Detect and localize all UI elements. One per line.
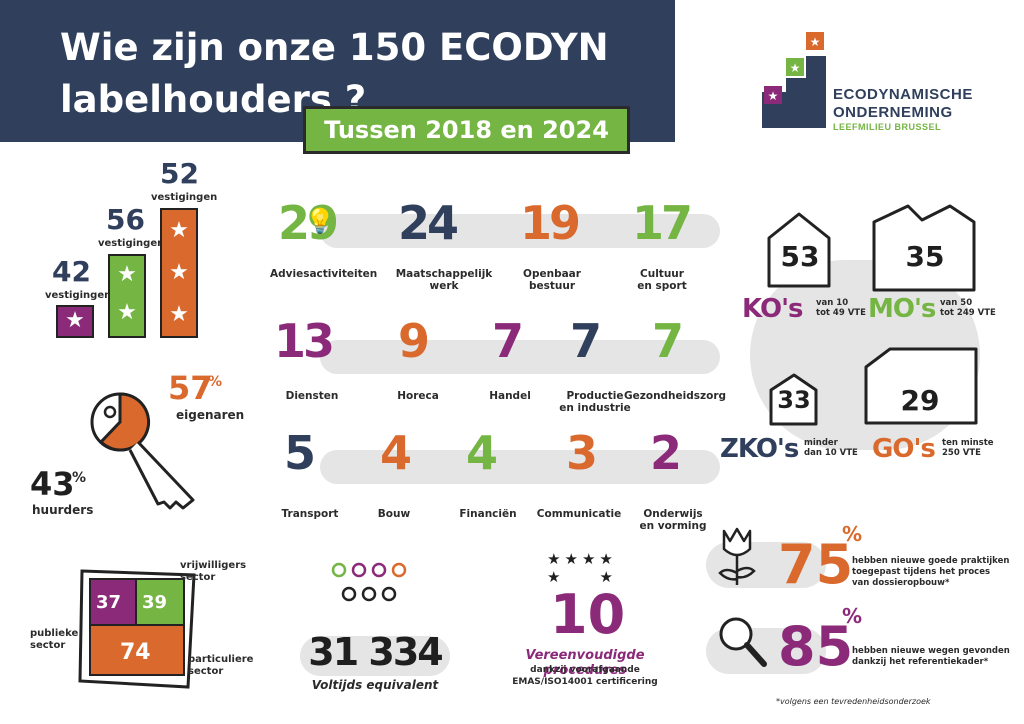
bar-label-2: vestigingen (98, 238, 165, 249)
large-building-icon (864, 347, 978, 425)
survey-pct-2: % (842, 604, 863, 628)
sector-label-handel: Handel (489, 390, 531, 402)
sector-value-handel: 7 (492, 314, 524, 368)
go-value: 29 (900, 384, 940, 417)
zko-desc: minder dan 10 VTE (804, 438, 858, 458)
sector-value-onderwijs: 2 (650, 426, 682, 480)
mo-desc: van 50 tot 249 VTE (940, 298, 996, 318)
label-vrijwilligers: vrijwilligers sector (180, 560, 247, 583)
sector-value-cultuur: 17 (632, 196, 693, 250)
sector-label-advies: Adviesactiviteiten (270, 268, 378, 280)
svg-text:★: ★ (790, 61, 801, 75)
people-group-icon (331, 562, 407, 602)
renters-percent: 43 (30, 465, 75, 503)
renters-percent-sign: % (72, 470, 87, 486)
survey-pct-1: % (842, 522, 863, 546)
survey-value-2: 85 (778, 615, 854, 678)
survey-value-1: 75 (778, 533, 854, 596)
ko-label: KO's (742, 294, 804, 324)
sector-label-bouw: Bouw (377, 508, 411, 520)
sector-value-horeca: 9 (398, 314, 430, 368)
bar-value-2: 56 (106, 203, 145, 236)
sector-value-transport: 5 (284, 426, 316, 480)
svg-text:★: ★ (768, 89, 779, 103)
sector-value-communicatie: 3 (566, 426, 598, 480)
bar-orange: ★ ★ ★ (160, 208, 198, 338)
sector-value-diensten: 13 (274, 314, 335, 368)
ecodyn-logo-icon: ★ ★ ★ (762, 32, 826, 128)
tulip-icon (718, 527, 756, 585)
svg-text:★: ★ (810, 35, 821, 49)
emas-value: 10 (550, 583, 626, 646)
fte-background (300, 636, 450, 676)
split-value-3: 74 (120, 640, 151, 665)
renters-label: huurders (32, 503, 94, 517)
bar-value-1: 42 (52, 255, 91, 288)
zko-label: ZKO's (720, 434, 799, 464)
emas-line3: EMAS/ISO14001 certificering (512, 677, 658, 687)
label-publieke: publieke sector (30, 628, 79, 651)
ko-value: 53 (780, 240, 820, 273)
fte-value: 31 334 (308, 630, 443, 674)
zko-value: 33 (777, 386, 811, 414)
sector-label-financien: Financiën (459, 508, 517, 520)
sector-value-gezondheid: 7 (652, 314, 684, 368)
eu-stars-icon: ★★★★ ★ ★ (547, 550, 617, 586)
emas-line2: dankzij voorafgaande (530, 665, 640, 675)
sector-label-productie: Productie en industrie (559, 390, 631, 414)
ko-desc: van 10 tot 49 VTE (816, 298, 866, 318)
sector-label-maatschappelijk: Maatschappelijk werk (395, 268, 493, 292)
emas-title: Vereenvoudigde procedures (525, 648, 645, 678)
sector-label-diensten: Diensten (285, 390, 339, 402)
bar-value-3: 52 (160, 157, 199, 190)
factory-icon (872, 204, 976, 292)
split-value-1: 37 (96, 592, 122, 613)
sector-label-gezondheid: Gezondheidszorg (624, 390, 727, 402)
split-value-2: 39 (142, 592, 168, 613)
sector-value-openbaar: 19 (520, 196, 581, 250)
sector-split-map (78, 569, 196, 689)
owners-percent: 57 (168, 369, 213, 407)
survey-text-2: hebben nieuwe wegen gevonden dankzij het… (852, 646, 1010, 667)
sector-value-bouw: 4 (380, 426, 412, 480)
sector-value-advies: 29 (278, 196, 339, 250)
small-house-icon (769, 373, 818, 426)
magnifier-icon (719, 617, 767, 667)
lightbulb-icon: 💡 (305, 207, 335, 235)
bar-green: ★ ★ (108, 254, 146, 338)
sector-label-onderwijs: Onderwijs en vorming (639, 508, 707, 532)
label-particuliere: particuliere sector (188, 654, 254, 677)
owners-label: eigenaren (176, 408, 245, 422)
bar-purple: ★ (56, 305, 94, 338)
logo-text-3: LEEFMILIEU BRUSSEL (833, 122, 942, 132)
sector-value-maatschappelijk: 24 (398, 196, 459, 250)
logo-text-1: ECODYNAMISCHE (833, 86, 973, 103)
survey-text-1: hebben nieuwe goede praktijken toegepast… (852, 556, 1010, 588)
mo-label: MO's (868, 294, 936, 324)
owners-percent-sign: % (208, 374, 223, 390)
sector-label-communicatie: Communicatie (536, 508, 622, 520)
sector-label-horeca: Horeca (397, 390, 439, 402)
bar-label-3: vestigingen (151, 192, 218, 203)
logo-text-2: ONDERNEMING (833, 104, 953, 121)
mo-value: 35 (905, 240, 945, 273)
row-bar-2 (320, 340, 720, 374)
row-bar-1 (320, 214, 720, 248)
period-banner: Tussen 2018 en 2024 (303, 106, 630, 154)
fte-label: Voltijds equivalent (311, 678, 439, 692)
row-bar-3 (320, 450, 720, 484)
page-title: Wie zijn onze 150 ECODYN labelhouders ? (60, 26, 609, 121)
go-label: GO's (872, 434, 936, 464)
go-desc: ten minste 250 VTE (942, 438, 994, 458)
sector-label-openbaar: Openbaar bestuur (523, 268, 581, 292)
sector-value-productie: 7 (570, 314, 602, 368)
key-icon (90, 392, 195, 510)
house-icon (767, 212, 831, 288)
footnote: *volgens een tevredenheidsonderzoek (776, 697, 931, 706)
bar-label-1: vestigingen (45, 290, 112, 301)
sector-value-financien: 4 (466, 426, 498, 480)
sector-label-cultuur: Cultuur en sport (637, 268, 687, 292)
sector-label-transport: Transport (281, 508, 339, 520)
